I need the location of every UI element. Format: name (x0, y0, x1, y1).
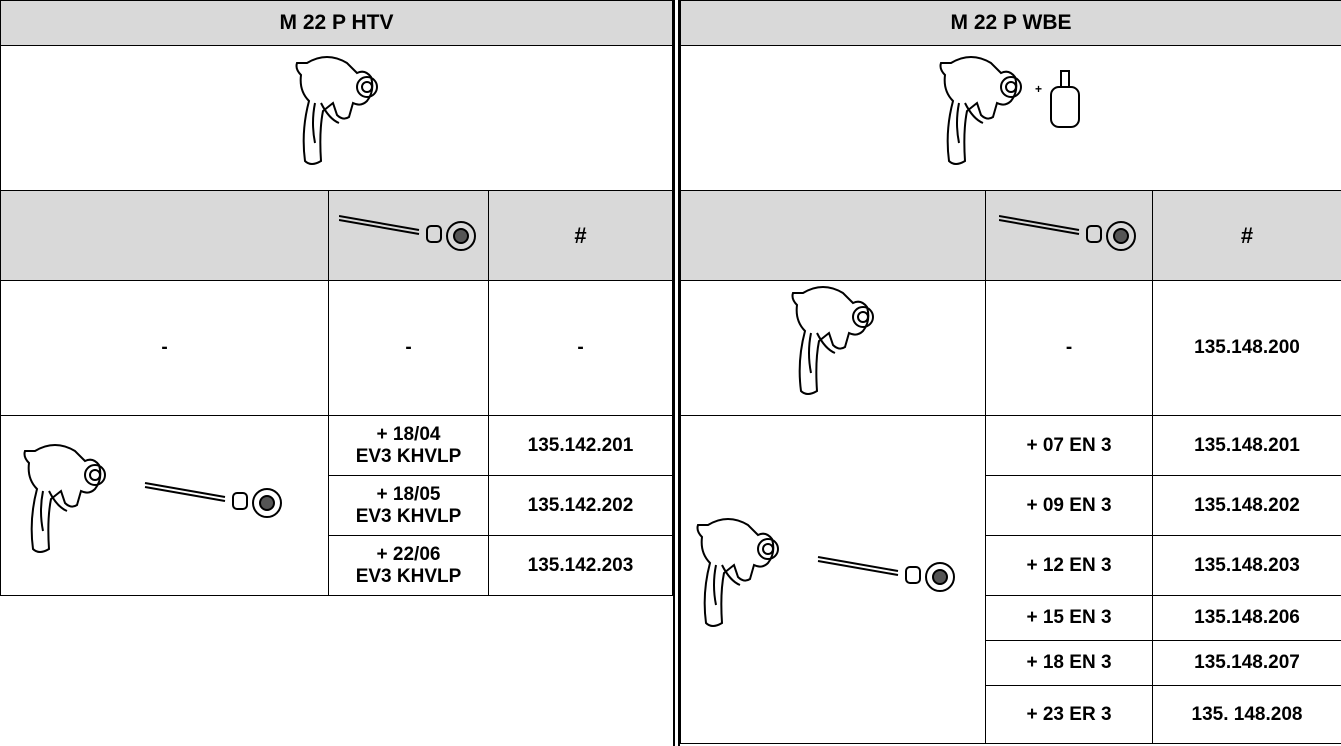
separator (673, 0, 675, 746)
nozzle: + 07 EN 3 (985, 415, 1153, 476)
nozzle: + 12 EN 3 (985, 535, 1153, 596)
nozzle-image (985, 190, 1153, 281)
nozzle: + 18 EN 3 (985, 640, 1153, 686)
code: 135.142.201 (488, 415, 673, 476)
plus: + (1035, 82, 1042, 96)
line: EV3 KHVLP (355, 505, 462, 527)
nozzle: + 23 ER 3 (985, 685, 1153, 744)
line: EV3 KHVLP (355, 445, 462, 467)
line: EV3 KHVLP (355, 565, 462, 587)
table-title: M 22 P HTV (0, 0, 673, 46)
nozzle: + 15 EN 3 (985, 595, 1153, 641)
nozzle-image (328, 190, 489, 281)
header-cell (680, 190, 986, 281)
line: + 18/04 (376, 423, 441, 445)
code: 135. 148.208 (1151, 685, 1341, 744)
code: 135.148.201 (1151, 415, 1341, 476)
nozzle: + 09 EN 3 (985, 475, 1153, 536)
code: 135.148.202 (1151, 475, 1341, 536)
nozzle: + 22/06 EV3 KHVLP (328, 535, 489, 596)
code: 135.148.206 (1151, 595, 1341, 641)
code: 135.142.202 (488, 475, 673, 536)
header-hash: # (488, 190, 673, 281)
header-cell (0, 190, 329, 281)
separator (678, 0, 680, 746)
header-hash: # (1151, 190, 1341, 281)
wbe-table: M 22 P WBE + # - 135.148.200 + 07 EN 3 1… (679, 0, 1341, 744)
gun-image (0, 45, 673, 191)
gun-image: + (679, 45, 1341, 191)
nozzle: + 18/05 EV3 KHVLP (328, 475, 489, 536)
kit-image (680, 415, 986, 744)
htv-table: M 22 P HTV # - - - + 18/04 EV3 KHVLP 135.… (0, 0, 673, 596)
cell: - (328, 280, 489, 416)
line: + 18/05 (376, 483, 441, 505)
code: 135.148.200 (1151, 280, 1341, 416)
cell: - (488, 280, 673, 416)
line: + 22/06 (376, 543, 441, 565)
code: 135.142.203 (488, 535, 673, 596)
code: 135.148.203 (1151, 535, 1341, 596)
gun-image (680, 280, 986, 416)
nozzle: + 18/04 EV3 KHVLP (328, 415, 489, 476)
cell: - (0, 280, 329, 416)
kit-image (0, 415, 329, 596)
code: 135.148.207 (1151, 640, 1341, 686)
table-title: M 22 P WBE (679, 0, 1341, 46)
nozzle: - (985, 280, 1153, 416)
